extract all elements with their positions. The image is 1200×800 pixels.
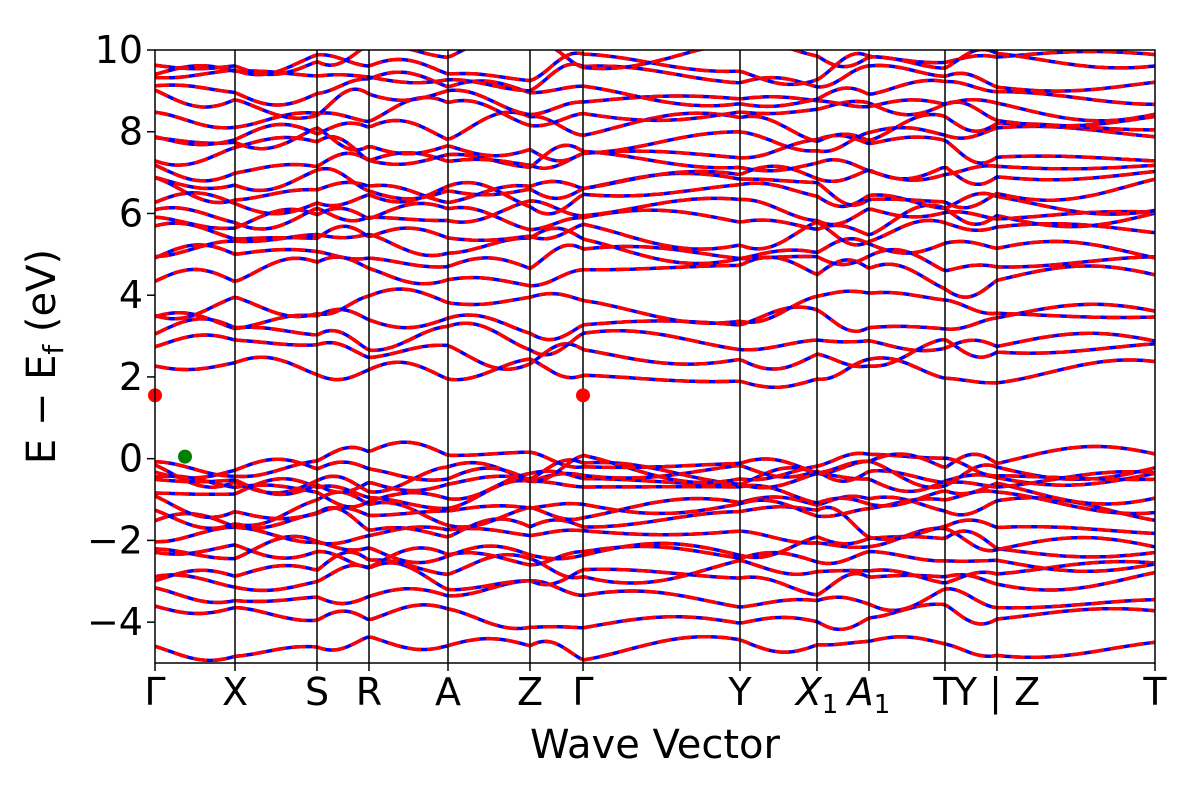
kpoint-label-12: T [1142, 670, 1167, 714]
ytick-label-3: 2 [119, 355, 143, 399]
band-line-spin-down-0 [155, 634, 1155, 663]
band-line-spin-up-36 [155, 87, 1155, 123]
band-line-spin-down-19 [155, 317, 1155, 357]
kpoint-label-8: X1 [794, 670, 839, 720]
bands-layer [155, 50, 1155, 663]
band-line-spin-up-34 [155, 110, 1155, 147]
band-line-spin-up-0 [155, 634, 1155, 663]
band-line-spin-up-32 [155, 133, 1155, 170]
band-line-spin-up-10 [155, 489, 1155, 521]
vbm-marker [178, 449, 192, 464]
band-line-spin-up-37 [155, 70, 1155, 109]
ytick-label-4: 4 [119, 273, 143, 317]
kpoint-label-7: Y [727, 670, 752, 714]
band-line-spin-up-19 [155, 317, 1155, 357]
ytick-label-6: 8 [119, 110, 143, 154]
band-line-spin-up-23 [155, 243, 1155, 273]
band-line-spin-up-28 [155, 180, 1155, 216]
kpoint-label-1: X [222, 670, 248, 714]
band-line-spin-up-2 [155, 579, 1155, 613]
kpoint-label-0: Γ [144, 670, 165, 714]
band-line-spin-up-15 [155, 451, 1155, 485]
band-line-spin-up-40 [155, 50, 1155, 77]
band-line-spin-down-27 [155, 196, 1155, 231]
band-line-spin-up-22 [155, 255, 1155, 299]
band-line-spin-up-5 [155, 543, 1155, 574]
band-line-spin-up-3 [155, 561, 1155, 597]
kpoint-label-5: Z [517, 670, 543, 714]
band-line-spin-down-9 [155, 490, 1155, 531]
band-line-spin-up-31 [155, 143, 1155, 183]
band-line-spin-up-1 [155, 602, 1155, 632]
band-line-spin-up-12 [155, 466, 1155, 509]
kpoint-label-4: A [435, 670, 461, 714]
band-line-spin-up-38 [155, 62, 1155, 93]
ytick-label-1: −2 [87, 518, 143, 562]
y-axis-title: E − Ef (eV) [19, 249, 70, 464]
band-line-spin-up-29 [155, 171, 1155, 210]
band-line-spin-down-16 [155, 440, 1155, 479]
kpoint-label-10: T [932, 670, 957, 714]
plot-frame [154, 49, 1156, 664]
band-line-spin-up-7 [155, 525, 1155, 553]
band-line-spin-up-30 [155, 164, 1155, 201]
band-line-spin-up-26 [155, 201, 1155, 237]
band-line-spin-up-18 [155, 333, 1155, 371]
band-line-spin-up-39 [155, 50, 1155, 87]
band-line-spin-up-9 [155, 490, 1155, 531]
band-line-spin-up-21 [155, 287, 1155, 325]
band-line-spin-up-25 [155, 218, 1155, 251]
ytick-label-7: 10 [95, 28, 143, 72]
band-line-spin-up-27 [155, 196, 1155, 231]
x-axis-title: Wave Vector [530, 722, 781, 768]
band-line-spin-up-16 [155, 440, 1155, 479]
kpoint-label-11: Y | Z [953, 670, 1040, 715]
kpoint-label-9: A1 [845, 670, 891, 720]
ytick-label-0: −4 [87, 600, 143, 644]
kpoint-label-6: Γ [572, 670, 593, 714]
cbm-marker-1 [576, 388, 590, 403]
ytick-label-2: 0 [119, 437, 143, 481]
kpoint-lines [234, 50, 998, 663]
band-line-spin-up-14 [155, 458, 1155, 497]
kpoint-label-2: S [305, 670, 329, 714]
band-line-spin-down-32 [155, 133, 1155, 170]
band-line-spin-up-17 [155, 355, 1155, 390]
band-line-spin-up-4 [155, 550, 1155, 585]
y-axis-ticks: −4 −2 0 2 4 6 8 10 [87, 28, 155, 644]
kpoint-label-3: R [356, 670, 382, 714]
ytick-label-5: 6 [119, 191, 143, 235]
